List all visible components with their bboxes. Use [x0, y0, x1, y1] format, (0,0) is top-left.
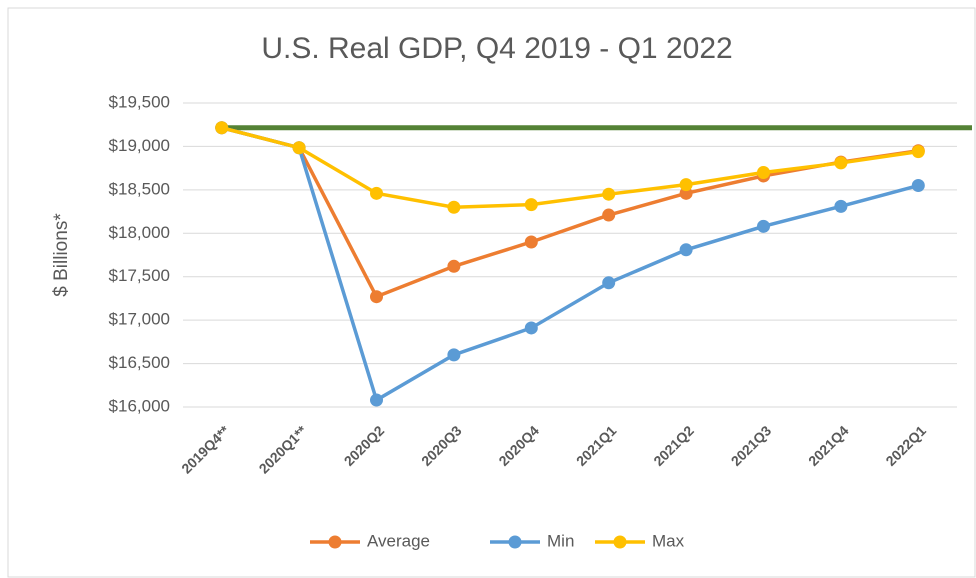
- y-tick-label: $19,500: [109, 92, 170, 111]
- data-point: [834, 199, 848, 213]
- data-point: [911, 145, 925, 159]
- legend-label: Max: [652, 531, 685, 550]
- data-point: [447, 200, 461, 214]
- data-point: [834, 156, 848, 170]
- data-point: [447, 348, 461, 362]
- data-point: [757, 165, 770, 179]
- y-tick-label: $16,000: [109, 396, 170, 415]
- data-point: [679, 243, 693, 257]
- legend-marker: [328, 535, 342, 549]
- data-point: [602, 208, 616, 222]
- y-tick-label: $18,000: [109, 223, 170, 242]
- data-point: [292, 141, 306, 155]
- y-tick-label: $18,500: [109, 179, 170, 198]
- data-point: [370, 290, 383, 304]
- data-point: [524, 198, 538, 212]
- data-point: [602, 276, 616, 290]
- data-point: [370, 186, 383, 200]
- legend-marker: [613, 535, 627, 549]
- data-point: [757, 219, 770, 233]
- chart-title: U.S. Real GDP, Q4 2019 - Q1 2022: [261, 32, 732, 65]
- y-tick-label: $17,000: [109, 310, 170, 329]
- data-point: [602, 187, 616, 201]
- data-point: [524, 321, 538, 335]
- series-line: [221, 126, 919, 209]
- data-point: [215, 121, 229, 135]
- y-tick-label: $16,500: [109, 353, 170, 372]
- data-point: [447, 259, 461, 273]
- y-axis-label: $ Billions*: [51, 213, 72, 297]
- series-line: [221, 126, 919, 403]
- data-point: [524, 235, 538, 249]
- data-point: [911, 179, 925, 193]
- legend-marker: [508, 535, 522, 549]
- data-point: [370, 393, 383, 407]
- legend-label: Min: [547, 531, 574, 550]
- legend-label: Average: [367, 531, 430, 550]
- y-tick-label: $19,000: [109, 136, 170, 155]
- y-tick-label: $17,500: [109, 266, 170, 285]
- data-point: [679, 178, 693, 192]
